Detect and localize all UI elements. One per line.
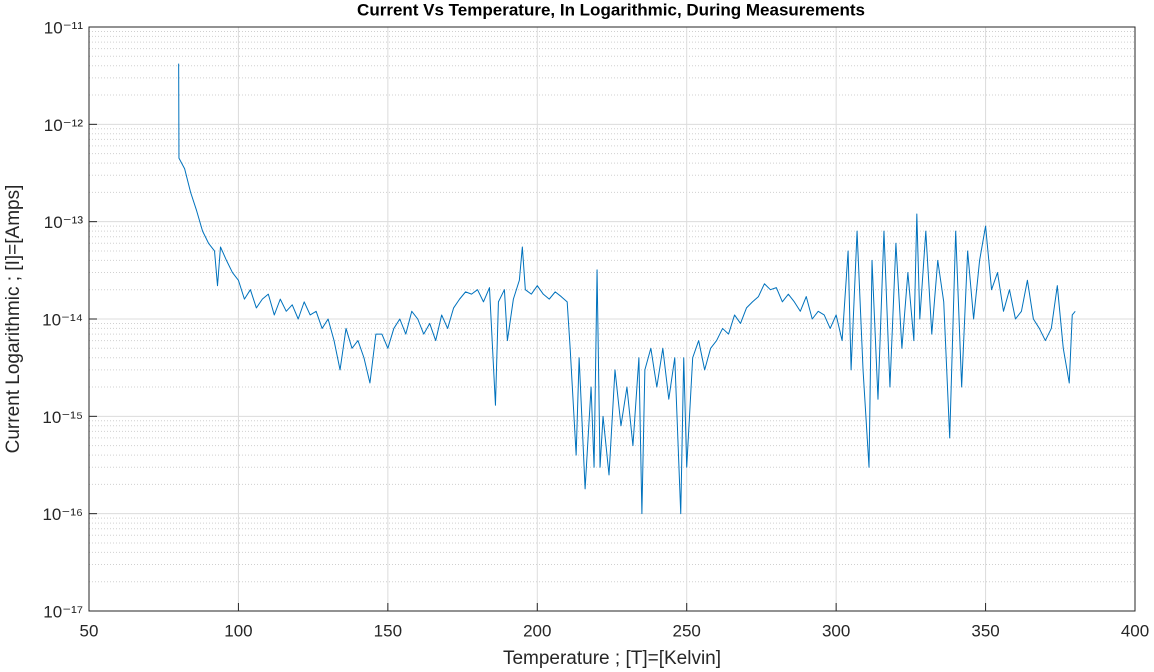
x-tick-label: 250	[673, 621, 701, 640]
x-tick-label: 350	[971, 621, 999, 640]
y-tick-label: 10⁻¹⁴	[42, 310, 83, 329]
y-tick-label: 10⁻¹²	[44, 116, 84, 135]
y-axis-label: Current Logarithmic ; [I]=[Amps]	[3, 185, 24, 454]
x-tick-label: 100	[224, 621, 252, 640]
y-tick-label: 10⁻¹³	[44, 213, 84, 232]
y-tick-label: 10⁻¹⁶	[42, 505, 83, 524]
plot	[178, 63, 1076, 515]
x-tick-label: 300	[822, 621, 850, 640]
ticks: 50 100 150 200 250 300 350 400 10⁻¹⁷ 10⁻¹⁶ 10⁻¹⁵ 10…	[42, 18, 1149, 640]
x-tick-label: 150	[374, 621, 402, 640]
y-tick-label: 10⁻¹⁷	[43, 602, 83, 621]
x-tick-label: 200	[523, 621, 551, 640]
x-tick-label: 50	[80, 621, 99, 640]
x-tick-label: 400	[1121, 621, 1149, 640]
data-line	[178, 63, 1076, 515]
x-axis-label: Temperature ; [T]=[Kelvin]	[503, 648, 721, 669]
grid	[88, 26, 1136, 612]
y-tick-label: 10⁻¹⁵	[42, 408, 83, 427]
y-tick-label: 10⁻¹¹	[44, 18, 84, 37]
chart-title: Current Vs Temperature, In Logarithmic, …	[357, 0, 865, 19]
